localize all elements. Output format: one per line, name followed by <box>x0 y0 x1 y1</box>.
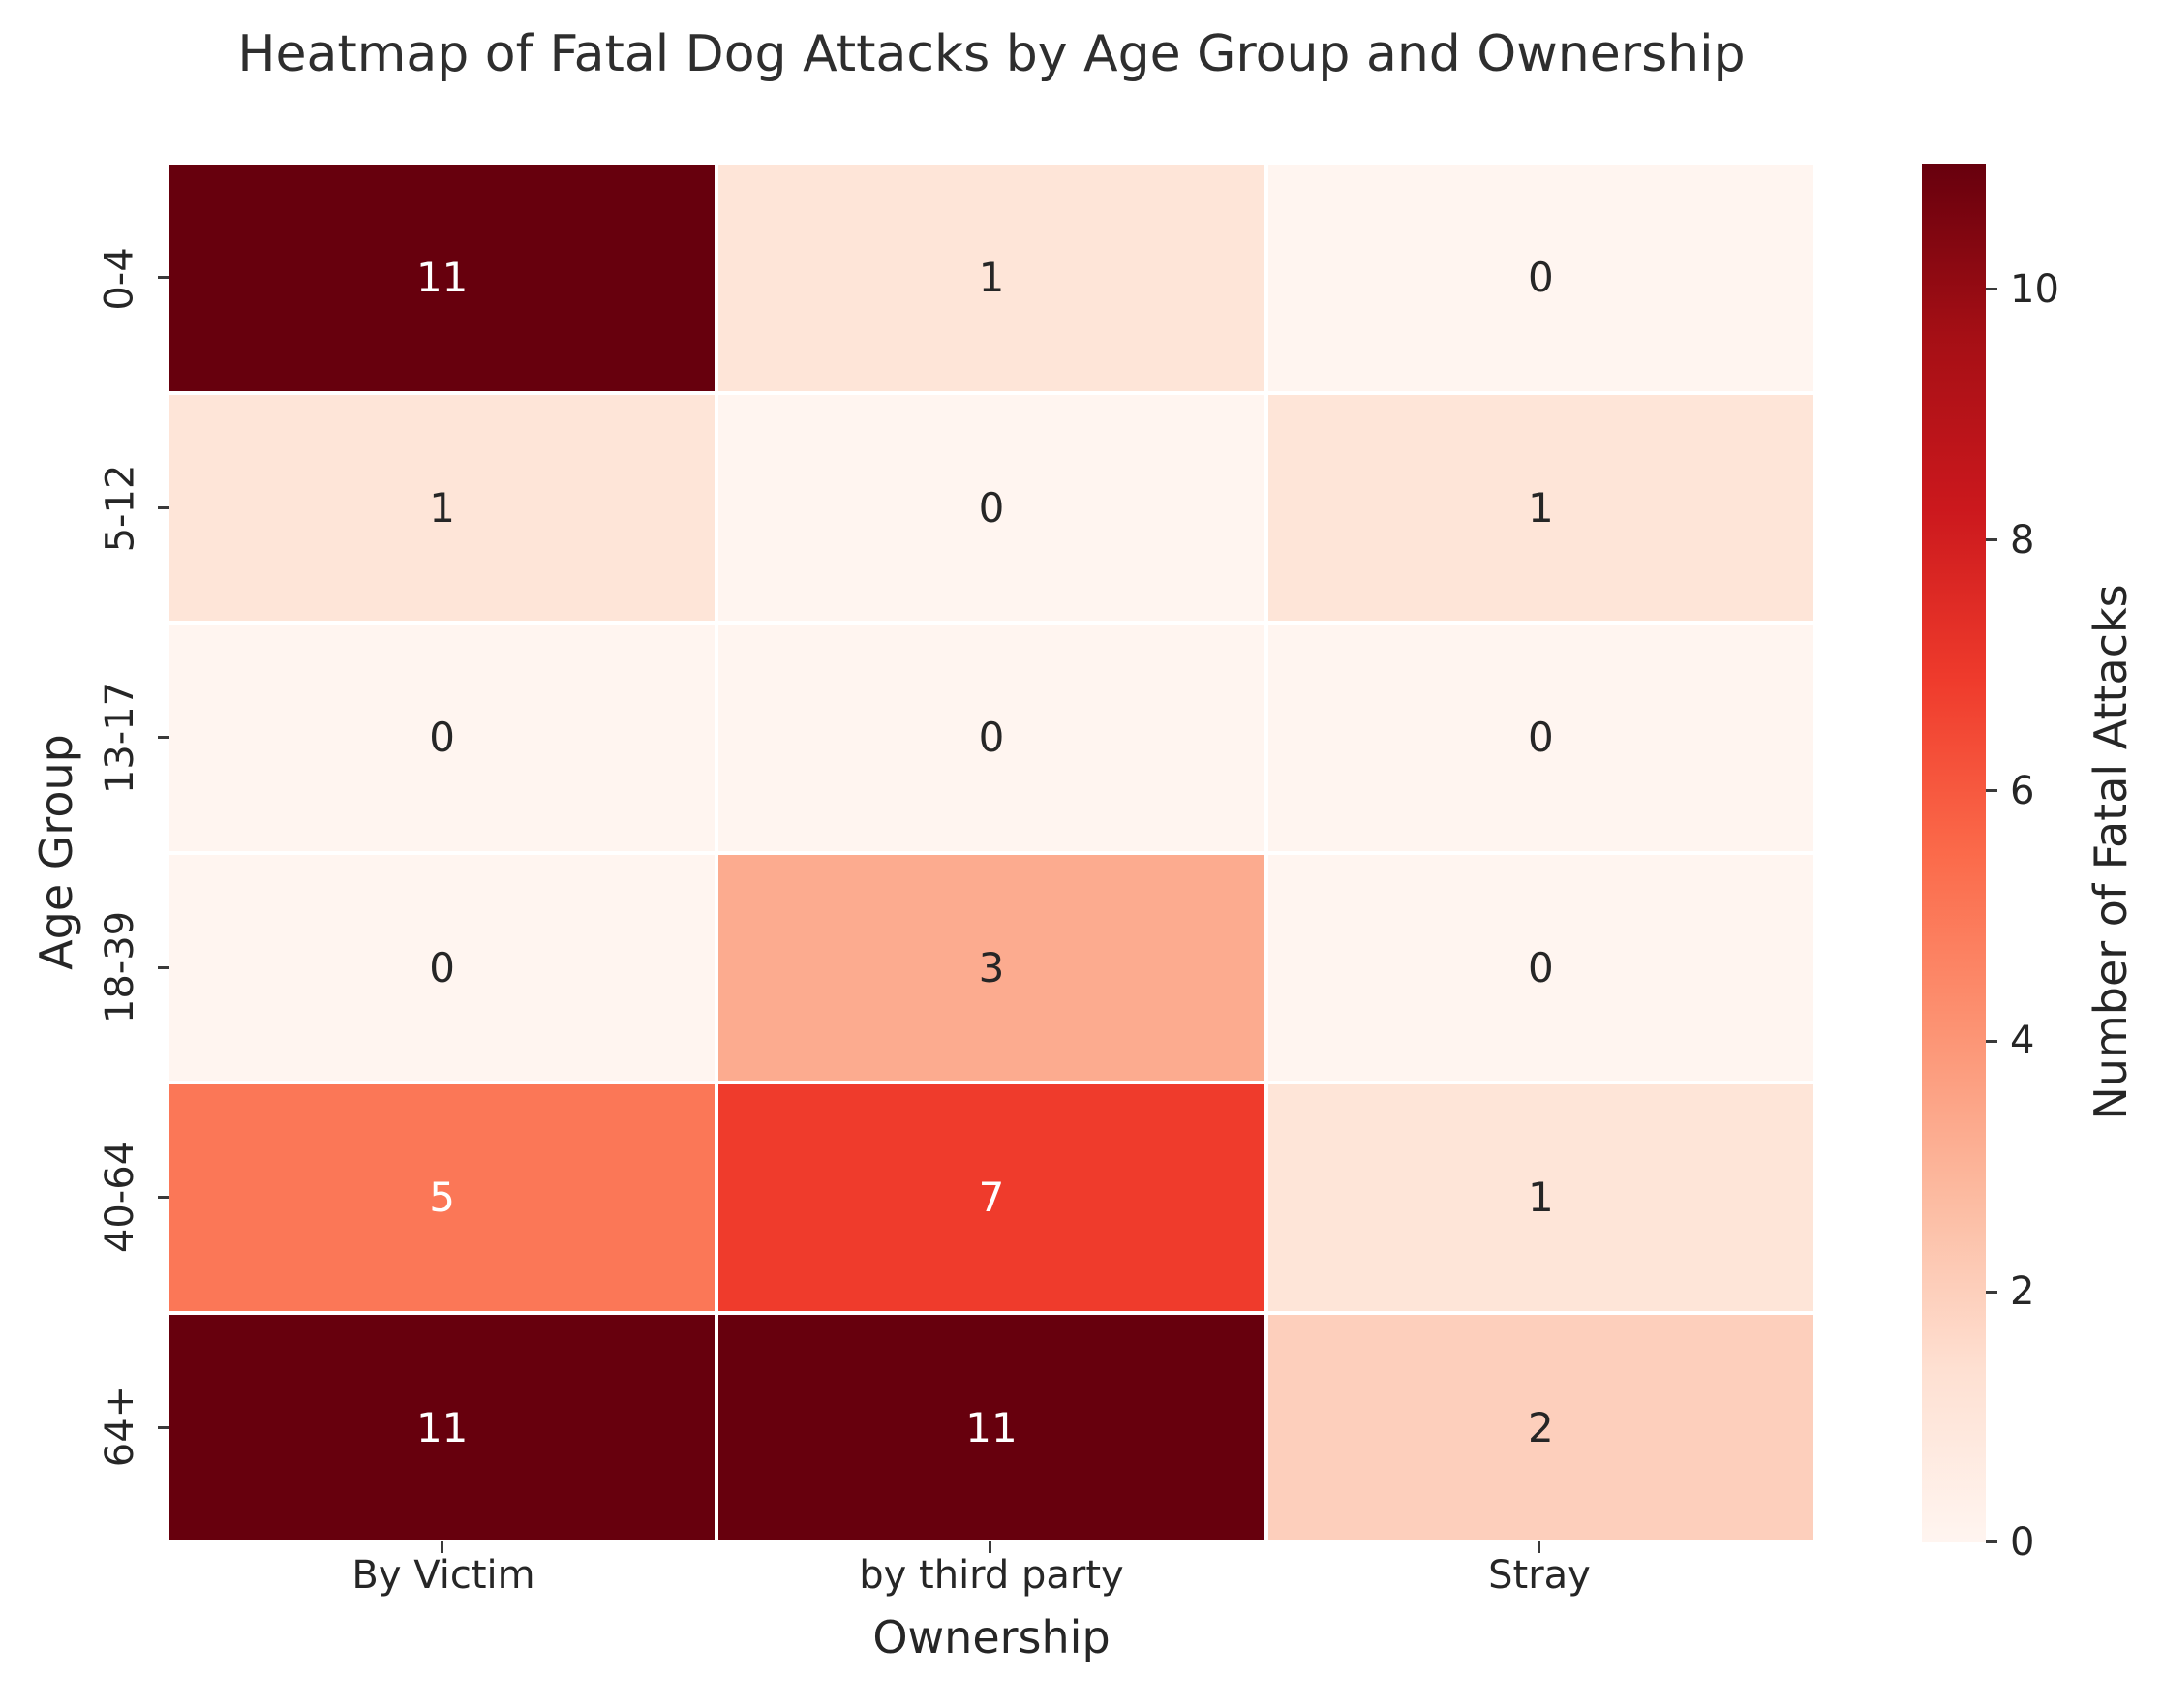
heatmap-cell: 0 <box>1267 625 1813 851</box>
colorbar-tick-mark <box>1986 1040 1997 1043</box>
heatmap-cell: 2 <box>1267 1314 1813 1540</box>
y-tick-label: 18-39 <box>98 910 143 1024</box>
y-tick: 13-17 <box>81 624 159 853</box>
colorbar-tick-label: 4 <box>2010 1019 2035 1063</box>
y-tick-label: 13-17 <box>98 681 143 795</box>
cell-value: 0 <box>429 714 456 762</box>
x-axis-tick-labels: By Victim by third party Stray <box>169 1553 1813 1598</box>
y-tick: 0-4 <box>81 165 159 394</box>
colorbar-tick-label: 0 <box>2010 1520 2035 1565</box>
y-tick-mark <box>158 736 169 739</box>
y-tick-mark <box>158 1196 169 1199</box>
y-tick: 64+ <box>81 1311 159 1540</box>
colorbar-gradient <box>1922 164 1986 1542</box>
cell-value: 11 <box>415 1403 469 1451</box>
cell-value: 1 <box>978 254 1005 302</box>
y-tick-label: 40-64 <box>98 1140 143 1253</box>
y-tick: 18-39 <box>81 852 159 1082</box>
chart-title: Heatmap of Fatal Dog Attacks by Age Grou… <box>237 25 1746 83</box>
heatmap-cell: 0 <box>718 625 1264 851</box>
y-tick-mark <box>158 506 169 509</box>
heatmap-cell: 1 <box>169 394 716 621</box>
cell-value: 0 <box>1527 714 1554 762</box>
heatmap-cell: 11 <box>169 1314 716 1540</box>
cell-value: 11 <box>415 254 469 302</box>
colorbar-tick-label: 10 <box>2010 267 2059 312</box>
colorbar-tick-label: 8 <box>2010 518 2035 563</box>
cell-value: 1 <box>1527 483 1554 532</box>
colorbar-tick-label: 6 <box>2010 769 2035 813</box>
colorbar-tick-mark <box>1986 1540 1997 1543</box>
y-axis-tick-labels: 0-4 5-12 13-17 18-39 40-64 64+ <box>81 165 159 1540</box>
heatmap-cell: 0 <box>718 394 1264 621</box>
x-tick-mark <box>1538 1541 1540 1553</box>
cell-value: 11 <box>965 1403 1018 1451</box>
x-tick-label: By Victim <box>351 1553 535 1598</box>
colorbar-tick-mark <box>1986 789 1997 792</box>
cell-value: 0 <box>978 714 1005 762</box>
cell-value: 3 <box>978 943 1005 991</box>
x-tick-label: by third party <box>859 1553 1124 1598</box>
cell-value: 2 <box>1527 1403 1554 1451</box>
y-tick: 5-12 <box>81 394 159 624</box>
colorbar-tick-mark <box>1986 538 1997 541</box>
cell-value: 1 <box>429 483 456 532</box>
heatmap-cell: 1 <box>718 165 1264 391</box>
colorbar-tick-label: 2 <box>2010 1269 2035 1314</box>
cell-value: 0 <box>1527 254 1554 302</box>
heatmap-cell: 0 <box>169 854 716 1081</box>
x-tick-mark <box>989 1541 991 1553</box>
heatmap-cell: 11 <box>718 1314 1264 1540</box>
heatmap-cell: 1 <box>1267 394 1813 621</box>
x-axis-title: Ownership <box>872 1611 1111 1663</box>
cell-value: 0 <box>978 483 1005 532</box>
y-tick-mark <box>158 276 169 279</box>
heatmap-cell: 7 <box>718 1084 1264 1311</box>
cell-value: 1 <box>1527 1174 1554 1222</box>
colorbar-tick-mark <box>1986 1291 1997 1294</box>
y-tick: 40-64 <box>81 1082 159 1311</box>
heatmap-grid: 11 1 0 1 0 1 0 0 0 0 3 0 5 7 1 11 11 2 <box>169 165 1813 1540</box>
heatmap-cell: 3 <box>718 854 1264 1081</box>
heatmap-cell: 0 <box>169 625 716 851</box>
cell-value: 5 <box>429 1174 456 1222</box>
cell-value: 0 <box>429 943 456 991</box>
y-tick-mark <box>158 966 169 969</box>
cell-value: 0 <box>1527 943 1554 991</box>
x-tick-label: Stray <box>1488 1553 1591 1598</box>
cell-value: 7 <box>978 1174 1005 1222</box>
heatmap-cell: 0 <box>1267 165 1813 391</box>
y-tick-label: 0-4 <box>98 247 142 312</box>
heatmap-cell: 0 <box>1267 854 1813 1081</box>
y-tick-label: 5-12 <box>98 464 142 553</box>
x-tick-mark <box>441 1541 443 1553</box>
y-axis-title: Age Group <box>30 734 82 970</box>
y-tick-mark <box>158 1426 169 1429</box>
y-tick-label: 64+ <box>98 1385 143 1467</box>
heatmap-cell: 11 <box>169 165 716 391</box>
heatmap-cell: 5 <box>169 1084 716 1311</box>
heatmap-cell: 1 <box>1267 1084 1813 1311</box>
colorbar-title: Number of Fatal Attacks <box>2085 584 2137 1120</box>
colorbar-tick-mark <box>1986 288 1997 290</box>
